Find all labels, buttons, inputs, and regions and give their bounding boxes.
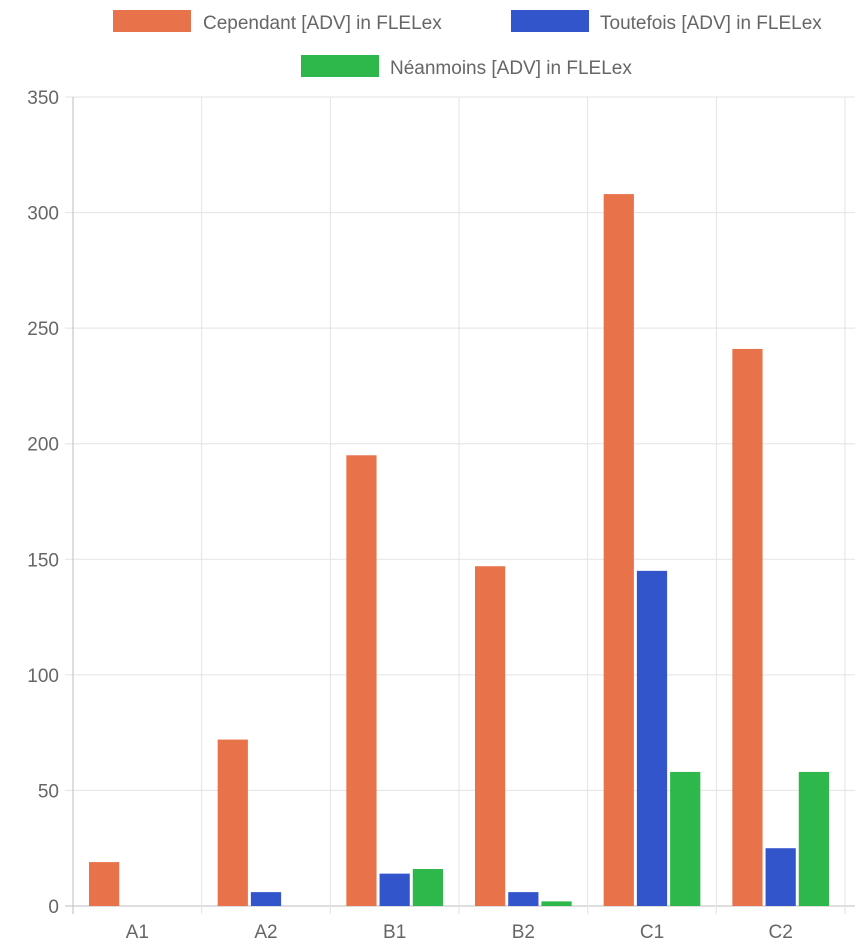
y-tick-label: 150: [27, 550, 59, 571]
legend-item-toutefois[interactable]: Toutefois [ADV] in FLELex: [511, 10, 822, 34]
legend-swatch-toutefois: [511, 10, 589, 32]
x-tick-label: A1: [126, 922, 149, 943]
legend-label-neanmoins: Néanmoins [ADV] in FLELex: [390, 58, 632, 79]
legend-item-neanmoins[interactable]: Néanmoins [ADV] in FLELex: [301, 55, 632, 79]
bar-toutefois-c1[interactable]: [636, 570, 668, 906]
x-tick-label: C1: [640, 922, 664, 943]
y-tick-label: 50: [38, 781, 59, 802]
x-tick-label: C2: [769, 922, 793, 943]
legend-swatch-neanmoins: [301, 55, 379, 77]
y-tick-label: 250: [27, 319, 59, 340]
y-tick-label: 350: [27, 88, 59, 109]
bar-toutefois-b2[interactable]: [508, 892, 539, 906]
legend: Cependant [ADV] in FLELex Toutefois [ADV…: [113, 10, 822, 79]
y-tick-label: 0: [48, 897, 59, 918]
bar-neanmoins-b1[interactable]: [412, 869, 443, 906]
x-tick-label: A2: [254, 922, 277, 943]
legend-label-toutefois: Toutefois [ADV] in FLELex: [600, 13, 822, 34]
bar-toutefois-b1[interactable]: [379, 873, 410, 906]
axes: 0 50 100 150 200 250 300 350 A1 A2 B1 B2 C1 C2: [27, 88, 793, 943]
legend-swatch-cependant: [113, 10, 191, 32]
bar-cependant-c1[interactable]: [603, 194, 634, 906]
bar-neanmoins-c1[interactable]: [670, 771, 701, 906]
bar-neanmoins-c2[interactable]: [798, 771, 829, 906]
bar-cependant-c2[interactable]: [732, 348, 763, 907]
x-tick-label: B1: [383, 922, 406, 943]
bars: [89, 194, 829, 907]
legend-item-cependant[interactable]: Cependant [ADV] in FLELex: [113, 10, 442, 34]
legend-label-cependant: Cependant [ADV] in FLELex: [203, 13, 442, 34]
y-tick-label: 300: [27, 204, 59, 225]
bar-cependant-b1[interactable]: [346, 455, 377, 906]
bar-cependant-a1[interactable]: [89, 862, 120, 906]
y-tick-label: 200: [27, 435, 59, 456]
bar-toutefois-c2[interactable]: [765, 848, 796, 906]
x-tick-label: B2: [512, 922, 535, 943]
y-tick-label: 100: [27, 666, 59, 687]
bar-cependant-b2[interactable]: [475, 566, 506, 906]
bar-neanmoins-b2[interactable]: [541, 901, 572, 906]
bar-toutefois-a2[interactable]: [250, 892, 282, 906]
bar-cependant-a2[interactable]: [217, 739, 248, 906]
grid: [65, 96, 855, 914]
